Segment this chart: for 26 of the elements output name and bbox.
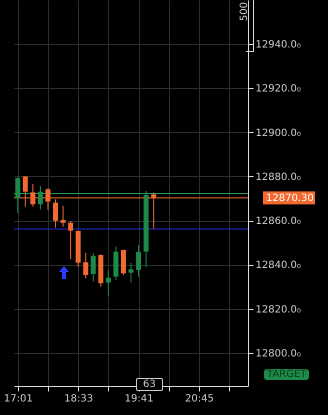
- candlestick: [120, 249, 126, 276]
- candlestick: [128, 262, 134, 284]
- y-tick-label: 12940.0₀: [256, 40, 301, 51]
- y-tick-label: 12900.0₀: [256, 128, 301, 139]
- candlestick: [38, 185, 43, 210]
- y-tick-label: 12880.0₀: [256, 172, 301, 183]
- annotation: 500: [239, 2, 251, 22]
- y-tick-label: 12920.0₀: [256, 84, 301, 95]
- candlestick: [136, 244, 142, 278]
- candlestick: [106, 269, 111, 297]
- x-tick-label: 18:33: [64, 394, 94, 404]
- y-tick-label: 12860.0₀: [256, 216, 301, 228]
- candlestick: [68, 220, 74, 260]
- candlestick: [60, 205, 66, 228]
- annotation: 63: [136, 378, 163, 391]
- candlestick: [15, 176, 20, 214]
- candlestick: [83, 252, 88, 279]
- ref-line-label: 12870.30: [266, 192, 314, 204]
- x-tick-label: 20:45: [185, 394, 214, 404]
- y-tick-label: 12820.0₀: [256, 304, 301, 316]
- x-tick-label: 19:41: [124, 394, 154, 404]
- x-tick-label: 17:01: [4, 394, 33, 404]
- candlestick: [90, 252, 96, 282]
- text: TARGET: [264, 369, 310, 380]
- y-tick-label: 12800.0₀: [256, 348, 301, 360]
- y-tick-label: 12840.0₀: [256, 260, 301, 272]
